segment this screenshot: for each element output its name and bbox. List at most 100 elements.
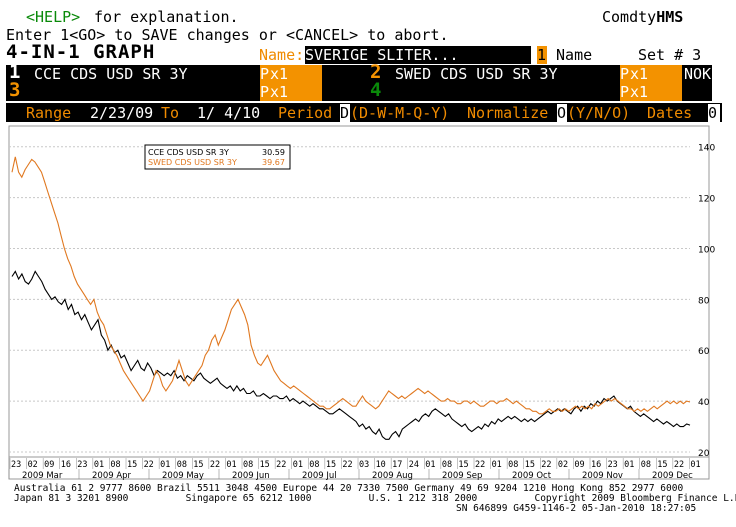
slot-2-field-x[interactable]: x1	[630, 65, 682, 83]
dates-field[interactable]: 0	[708, 104, 720, 122]
series-line-2	[11, 156, 691, 415]
x-day-label: 23	[608, 460, 618, 470]
x-day-label: 23	[11, 460, 21, 470]
x-month-label: 2009 Mar	[22, 471, 63, 481]
slot-4-field-x[interactable]: x1	[630, 83, 682, 101]
legend-series-2-name: SWED CDS USD SR 3Y	[148, 158, 237, 167]
x-day-label: 09	[574, 460, 584, 470]
slot-1-number: 1	[9, 61, 22, 83]
period-field[interactable]: D	[340, 104, 350, 122]
dates-label: Dates	[647, 104, 693, 122]
chart-legend: CCE CDS USD SR 3Y 30.59 SWED CDS USD SR …	[144, 144, 291, 170]
x-day-label: 08	[641, 460, 651, 470]
slot-2-currency[interactable]: NOK	[684, 65, 712, 83]
x-day-label: 15	[127, 460, 137, 470]
x-day-label: 15	[193, 460, 203, 470]
chart-lines	[11, 156, 691, 440]
x-day-label: 01	[425, 460, 435, 470]
y-tick-label: 100	[698, 245, 715, 255]
x-day-label: 02	[28, 460, 38, 470]
x-day-label: 22	[475, 460, 485, 470]
x-day-label: 01	[624, 460, 634, 470]
slot-2-field-p[interactable]: P	[620, 65, 630, 83]
x-day-label: 15	[525, 460, 535, 470]
slot-3-field-p[interactable]: P	[260, 83, 270, 101]
x-day-label: 01	[690, 460, 700, 470]
line-chart: 20 40 60 80 100 120 140 CCE CDS USD SR 3Y 30.5…	[0, 124, 736, 486]
x-day-label: 01	[492, 460, 502, 470]
legend-series-1-name: CCE CDS USD SR 3Y	[148, 148, 229, 157]
y-tick-label: 140	[698, 144, 715, 154]
x-axis: 23 02 09 16 23 01 08 15 22 01 08 15 22 01 08 15 22 01 08 15…	[8, 456, 710, 481]
slot-2-security[interactable]: SWED CDS USD SR 3Y	[395, 65, 558, 83]
footer-line-3: SN 646899 G459-1146-2 05-Jan-2010 18:27:…	[456, 503, 697, 514]
slot-4-number: 4	[370, 79, 383, 101]
footer-line-1: Australia 61 2 9777 8600 Brazil 5511 304…	[14, 483, 684, 494]
x-day-label: 17	[392, 460, 402, 470]
x-month-label: 2009 Dec	[652, 471, 693, 481]
x-day-label: 09	[44, 460, 54, 470]
x-day-label: 16	[61, 460, 71, 470]
x-month-label: 2009 Jul	[302, 471, 337, 481]
help-text: for explanation.	[85, 8, 239, 26]
x-day-label: 08	[508, 460, 518, 470]
legend-series-2-value: 39.67	[262, 158, 285, 167]
brand-prefix: Comdty	[602, 8, 657, 26]
name-label: Name:	[259, 46, 305, 64]
series-line-1	[11, 270, 691, 440]
slot-2-number: 2	[370, 61, 383, 83]
help-key[interactable]: <HELP>	[26, 8, 81, 26]
set-label: Set # 3	[638, 46, 702, 64]
x-day-label: 15	[260, 460, 270, 470]
name-slot-field[interactable]: 1	[537, 46, 547, 64]
x-day-label: 22	[210, 460, 220, 470]
x-day-label: 02	[558, 460, 568, 470]
period-options: (D-W-M-Q-Y)	[350, 104, 450, 122]
footer-line-2: Japan 81 3 3201 8900 Singapore 65 6212 1…	[14, 493, 736, 504]
chart-background	[0, 124, 736, 486]
brand-name: HMS	[656, 8, 684, 26]
x-day-label: 22	[276, 460, 286, 470]
x-day-label: 22	[541, 460, 551, 470]
range-label: Range	[26, 104, 72, 122]
normalize-field[interactable]: O	[557, 104, 567, 122]
x-day-label: 01	[293, 460, 303, 470]
y-tick-label: 80	[698, 296, 710, 306]
legend-series-1-value: 30.59	[262, 148, 285, 157]
y-tick-label: 60	[698, 347, 710, 357]
x-day-label: 08	[442, 460, 452, 470]
x-day-label: 15	[657, 460, 667, 470]
y-tick-label: 40	[698, 398, 710, 408]
x-day-label: 15	[326, 460, 336, 470]
slot-1-field-x[interactable]: x1	[270, 65, 322, 83]
range-end-field[interactable]: 1/ 4/10	[197, 104, 261, 122]
instruction-line: Enter 1<GO> to SAVE changes or <CANCEL> …	[6, 26, 449, 44]
x-month-label: 2009 May	[162, 471, 204, 481]
slot-1-security[interactable]: CCE CDS USD SR 3Y	[34, 65, 188, 83]
x-month-label: 2009 Jun	[232, 471, 270, 481]
x-day-label: 01	[226, 460, 236, 470]
brand-logo: ComdtyHMS	[602, 8, 683, 26]
y-axis: 20 40 60 80 100 120 140	[698, 144, 715, 459]
to-label: To	[161, 104, 180, 122]
normalize-options: (Y/N/O)	[567, 104, 631, 122]
slot-3-number: 3	[9, 79, 22, 101]
command-header: <HELP> for explanation. ComdtyHMS Enter …	[0, 0, 736, 124]
slot-1-field-p[interactable]: P	[260, 65, 270, 83]
x-month-label: 2009 Apr	[92, 471, 132, 481]
x-month-label: 2009 Oct	[512, 471, 552, 481]
normalize-label: Normalize	[467, 104, 549, 122]
x-day-label: 22	[342, 460, 352, 470]
x-day-label: 23	[77, 460, 87, 470]
range-start-field[interactable]: 2/23/09	[90, 104, 154, 122]
x-day-label: 08	[177, 460, 187, 470]
name-field[interactable]: SVERIGE SLITER...	[305, 46, 531, 64]
range-bar	[6, 103, 722, 122]
x-day-label: 22	[144, 460, 154, 470]
legend-box	[144, 144, 291, 170]
slot-4-field-p[interactable]: P	[620, 83, 630, 101]
x-day-label: 22	[674, 460, 684, 470]
screen-title: 4-IN-1 GRAPH	[6, 41, 156, 63]
slot-3-field-x[interactable]: x1	[270, 83, 322, 101]
period-label: Period	[278, 104, 333, 122]
